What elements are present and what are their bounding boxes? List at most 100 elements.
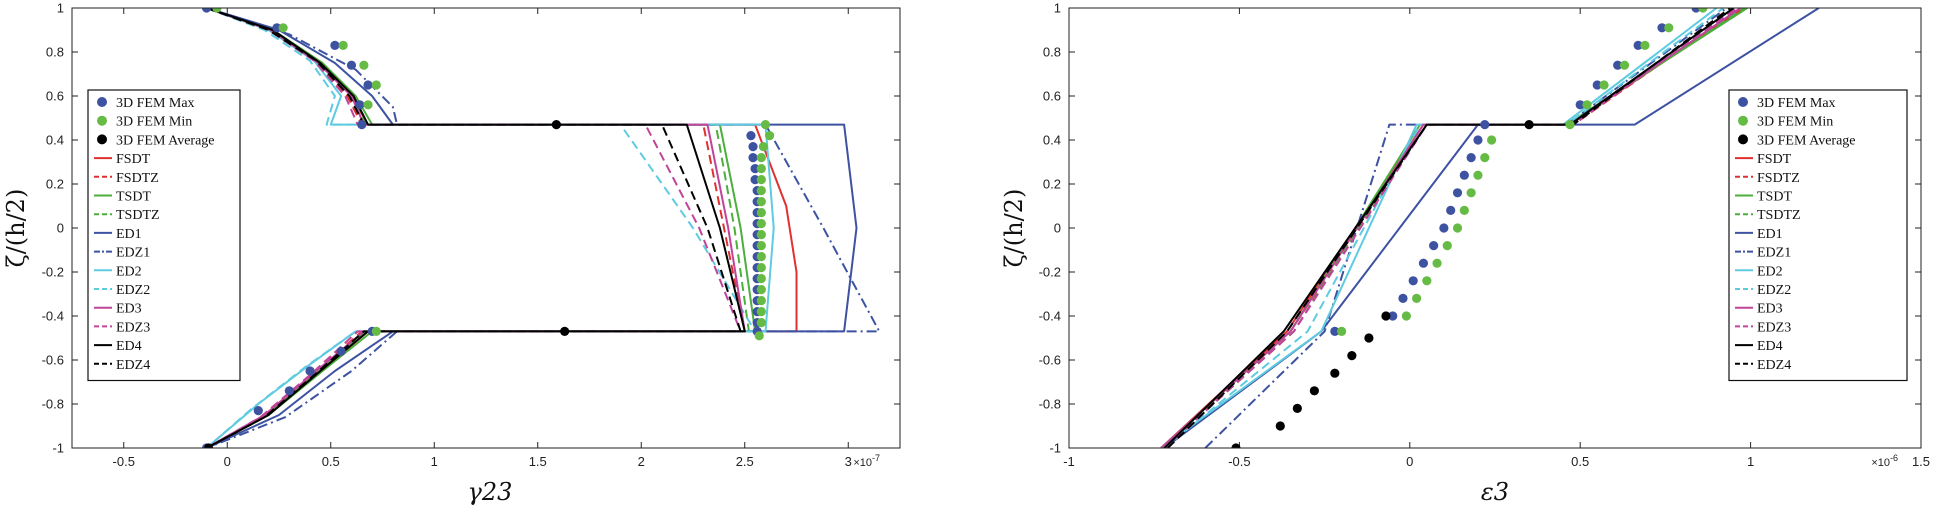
legend-label: FSDT <box>1757 152 1792 167</box>
data-point-3d-fem-max <box>305 366 315 376</box>
data-point-3d-fem-min <box>756 252 766 262</box>
legend-label: EDZ2 <box>116 283 150 298</box>
data-point-3d-fem-max <box>1466 153 1476 163</box>
legend-label: EDZ1 <box>1757 246 1791 261</box>
y-axis-label: ζ/(h/2) <box>2 189 30 268</box>
data-point-3d-fem-min <box>363 100 373 110</box>
data-point-3d-fem-min <box>1565 120 1575 130</box>
y-tick-label: -0.4 <box>1039 309 1061 324</box>
data-point-3d-fem-min <box>212 8 222 13</box>
series-line-edz3 <box>206 8 742 448</box>
data-point-3d-fem-average <box>1309 386 1319 396</box>
y-tick-label: 0.6 <box>46 89 64 104</box>
data-point-3d-fem-max <box>1657 23 1667 33</box>
x-tick-label: 2 <box>638 454 645 469</box>
x-axis-exponent-power: -7 <box>872 453 880 463</box>
data-point-3d-fem-min <box>338 40 348 51</box>
legend-label: EDZ3 <box>116 320 150 335</box>
data-point-3d-fem-max <box>1633 40 1643 51</box>
series-line-ed4 <box>1163 8 1735 448</box>
data-point-3d-fem-min <box>756 208 766 218</box>
legend-label: EDZ2 <box>1757 283 1791 298</box>
legend-label: EDZ1 <box>116 246 150 261</box>
x-tick-label: 0.5 <box>1571 454 1589 469</box>
data-point-3d-fem-min <box>1486 135 1497 145</box>
legend-label: ED4 <box>1757 339 1783 354</box>
data-point-3d-fem-min <box>1412 293 1422 303</box>
data-point-3d-fem-min <box>756 153 766 163</box>
data-point-3d-fem-min <box>756 230 766 240</box>
data-point-3d-fem-min <box>1664 23 1674 33</box>
legend-label: TSDT <box>116 190 151 205</box>
data-point-3d-fem-average <box>560 326 570 336</box>
legend-label: 3D FEM Min <box>1757 115 1833 130</box>
data-point-3d-fem-max <box>346 60 357 70</box>
data-point-3d-fem-min <box>1432 258 1442 268</box>
legend-label: ED2 <box>116 264 142 279</box>
data-point-3d-fem-max <box>746 131 756 141</box>
y-tick-label: -0.6 <box>42 353 64 368</box>
y-axis-label: ζ/(h/2) <box>1000 189 1028 268</box>
y-tick-label: 0.2 <box>1043 177 1061 192</box>
data-point-3d-fem-min <box>1401 311 1411 321</box>
data-point-3d-fem-min <box>1619 60 1630 70</box>
legend-label: 3D FEM Max <box>1757 96 1836 111</box>
y-tick-label: -0.2 <box>1039 265 1061 280</box>
data-point-3d-fem-min <box>1459 205 1469 215</box>
x-tick-label: 2.5 <box>736 454 754 469</box>
y-tick-label: -0.4 <box>42 309 64 324</box>
series-layer <box>1160 8 1820 448</box>
series-line-edz4 <box>206 8 742 448</box>
plot-frame <box>71 7 901 449</box>
data-point-3d-fem-min <box>1466 188 1476 198</box>
x-tick-label: 0 <box>224 454 231 469</box>
y-tick-label: 0.4 <box>1043 133 1061 148</box>
data-point-3d-fem-max <box>355 100 365 110</box>
data-point-3d-fem-min <box>1442 241 1452 251</box>
data-point-3d-fem-min <box>764 131 775 141</box>
data-point-3d-fem-min <box>756 263 766 273</box>
legend-label: FSDTZ <box>1757 171 1800 186</box>
data-point-3d-fem-max <box>748 142 758 152</box>
y-tick-label: 1 <box>1054 1 1061 16</box>
legend-label: 3D FEM Max <box>116 96 195 111</box>
data-point-3d-fem-average <box>204 443 214 448</box>
series-layer <box>201 8 881 448</box>
data-point-3d-fem-min <box>371 80 381 90</box>
x-axis-label: γ23 <box>468 478 513 506</box>
data-point-3d-fem-min <box>756 164 766 174</box>
data-point-3d-fem-min <box>756 318 766 328</box>
y-tick-label: 0.8 <box>1043 45 1061 60</box>
x-tick-label: 1.5 <box>1912 454 1930 469</box>
data-point-3d-fem-min <box>756 241 766 251</box>
data-point-3d-fem-max <box>1691 8 1701 13</box>
legend-marker <box>1738 97 1748 107</box>
x-axis-label: ε3 <box>1481 478 1509 506</box>
data-point-3d-fem-max <box>336 346 346 356</box>
y-tick-label: 0.8 <box>46 45 64 60</box>
data-point-3d-fem-max <box>1330 326 1340 336</box>
data-point-3d-fem-average <box>1364 333 1374 343</box>
data-point-3d-fem-average <box>1231 443 1241 448</box>
legend-label: FSDTZ <box>116 171 159 186</box>
x-tick-label: -1 <box>1063 454 1075 469</box>
y-tick-label: -0.2 <box>42 265 64 280</box>
legend-label: ED4 <box>116 339 142 354</box>
legend-marker <box>97 134 107 145</box>
data-point-3d-fem-min <box>756 197 766 207</box>
x-tick-label: -0.5 <box>1228 454 1250 469</box>
y-tick-label: 0.6 <box>1043 89 1061 104</box>
data-point-3d-fem-max <box>357 120 367 130</box>
data-point-3d-fem-average <box>551 120 561 130</box>
data-point-3d-fem-average <box>1292 403 1302 413</box>
legend-marker <box>97 97 107 107</box>
y-tick-label: -0.6 <box>1039 353 1061 368</box>
data-point-3d-fem-max <box>1575 100 1585 110</box>
legend-label: TSDTZ <box>116 208 160 223</box>
data-point-3d-fem-max <box>363 80 373 90</box>
legend-label: 3D FEM Average <box>116 133 215 148</box>
data-point-3d-fem-min <box>371 326 381 336</box>
y-tick-label: -1 <box>52 441 64 456</box>
data-point-3d-fem-average <box>1275 421 1285 431</box>
